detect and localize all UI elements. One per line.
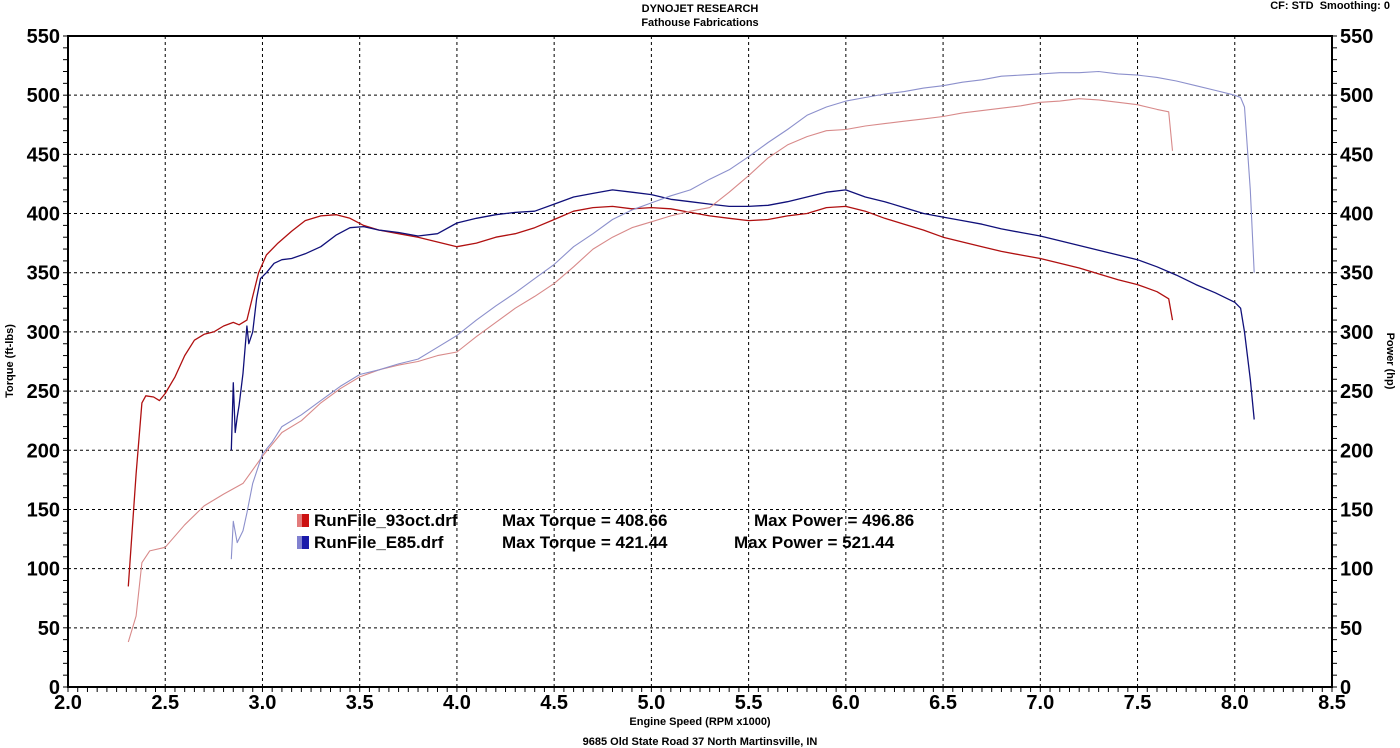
- y-tick-label: 500: [27, 85, 60, 107]
- y-tick-label: 0: [49, 677, 60, 699]
- x-tick-label: 8.5: [1318, 692, 1346, 714]
- y2-tick-label: 500: [1340, 85, 1373, 107]
- series-line-runfile-e85-drf-torque: [230, 189, 1255, 451]
- legend-max-torque: Max Torque = 408.66: [502, 511, 668, 530]
- y-tick-label: 300: [27, 322, 60, 344]
- y2-tick-label: 350: [1340, 263, 1373, 285]
- series-line-runfile-93oct-drf-torque: [127, 205, 1174, 587]
- y2-tick-label: 150: [1340, 499, 1373, 521]
- y-tick-label: 350: [27, 263, 60, 285]
- x-tick-label: 3.0: [249, 692, 277, 714]
- x-tick-label: 6.5: [929, 692, 957, 714]
- chart-title: DYNOJET RESEARCH: [641, 3, 759, 15]
- legend-max-power: Max Power = 521.44: [734, 533, 895, 552]
- x-tick-label: 6.0: [832, 692, 860, 714]
- y-tick-label: 200: [27, 440, 60, 462]
- series-line-runfile-e85-drf-power: [230, 70, 1255, 560]
- x-tick-label: 7.0: [1026, 692, 1054, 714]
- x-tick-label: 3.5: [346, 692, 374, 714]
- legend-swatch-highlight: [297, 514, 302, 527]
- smoothing-label: Smoothing: 0: [1319, 0, 1390, 12]
- y2-tick-label: 450: [1340, 144, 1373, 166]
- legend-swatch-highlight: [297, 536, 302, 549]
- series-line-runfile-93oct-drf-power: [127, 98, 1174, 643]
- legend-swatch: [297, 514, 309, 527]
- x-axis-label: Engine Speed (RPM x1000): [629, 716, 771, 728]
- y2-tick-label: 100: [1340, 559, 1373, 581]
- y2-tick-label: 550: [1340, 26, 1373, 48]
- y-tick-label: 100: [27, 559, 60, 581]
- cf-label: CF: STD: [1270, 0, 1314, 12]
- y-tick-label: 150: [27, 499, 60, 521]
- y-tick-label: 50: [38, 618, 60, 640]
- y2-tick-label: 50: [1340, 618, 1362, 640]
- x-tick-label: 2.5: [151, 692, 179, 714]
- y-tick-label: 450: [27, 144, 60, 166]
- x-tick-label: 5.5: [735, 692, 763, 714]
- x-tick-label: 7.5: [1124, 692, 1152, 714]
- chart-subtitle: Fathouse Fabrications: [641, 17, 759, 29]
- y2-tick-label: 250: [1340, 381, 1373, 403]
- y-tick-label: 250: [27, 381, 60, 403]
- legend-max-power: Max Power = 496.86: [754, 511, 914, 530]
- x-tick-label: 5.0: [637, 692, 665, 714]
- legend-run-name: RunFile_93oct.drf: [314, 511, 458, 530]
- x-tick-label: 2.0: [54, 692, 82, 714]
- legend-swatch: [297, 536, 309, 549]
- y-tick-label: 400: [27, 204, 60, 226]
- correction-factor-info: CF: STD Smoothing: 0: [1270, 0, 1390, 12]
- plot-frame: [67, 35, 1333, 688]
- x-tick-label: 8.0: [1221, 692, 1249, 714]
- legend-max-torque: Max Torque = 421.44: [502, 533, 668, 552]
- x-tick-label: 4.5: [540, 692, 568, 714]
- y2-tick-label: 200: [1340, 440, 1373, 462]
- x-tick-label: 4.0: [443, 692, 471, 714]
- y-tick-label: 550: [27, 26, 60, 48]
- footer-address: 9685 Old State Road 37 North Martinsvill…: [582, 736, 818, 748]
- y2-tick-label: 0: [1340, 677, 1351, 699]
- y2-tick-label: 300: [1340, 322, 1373, 344]
- legend-run-name: RunFile_E85.drf: [314, 533, 444, 552]
- y2-axis-label: Power (hp): [1384, 333, 1396, 390]
- y-axis-label: Torque (ft-lbs): [4, 324, 16, 398]
- y2-tick-label: 400: [1340, 204, 1373, 226]
